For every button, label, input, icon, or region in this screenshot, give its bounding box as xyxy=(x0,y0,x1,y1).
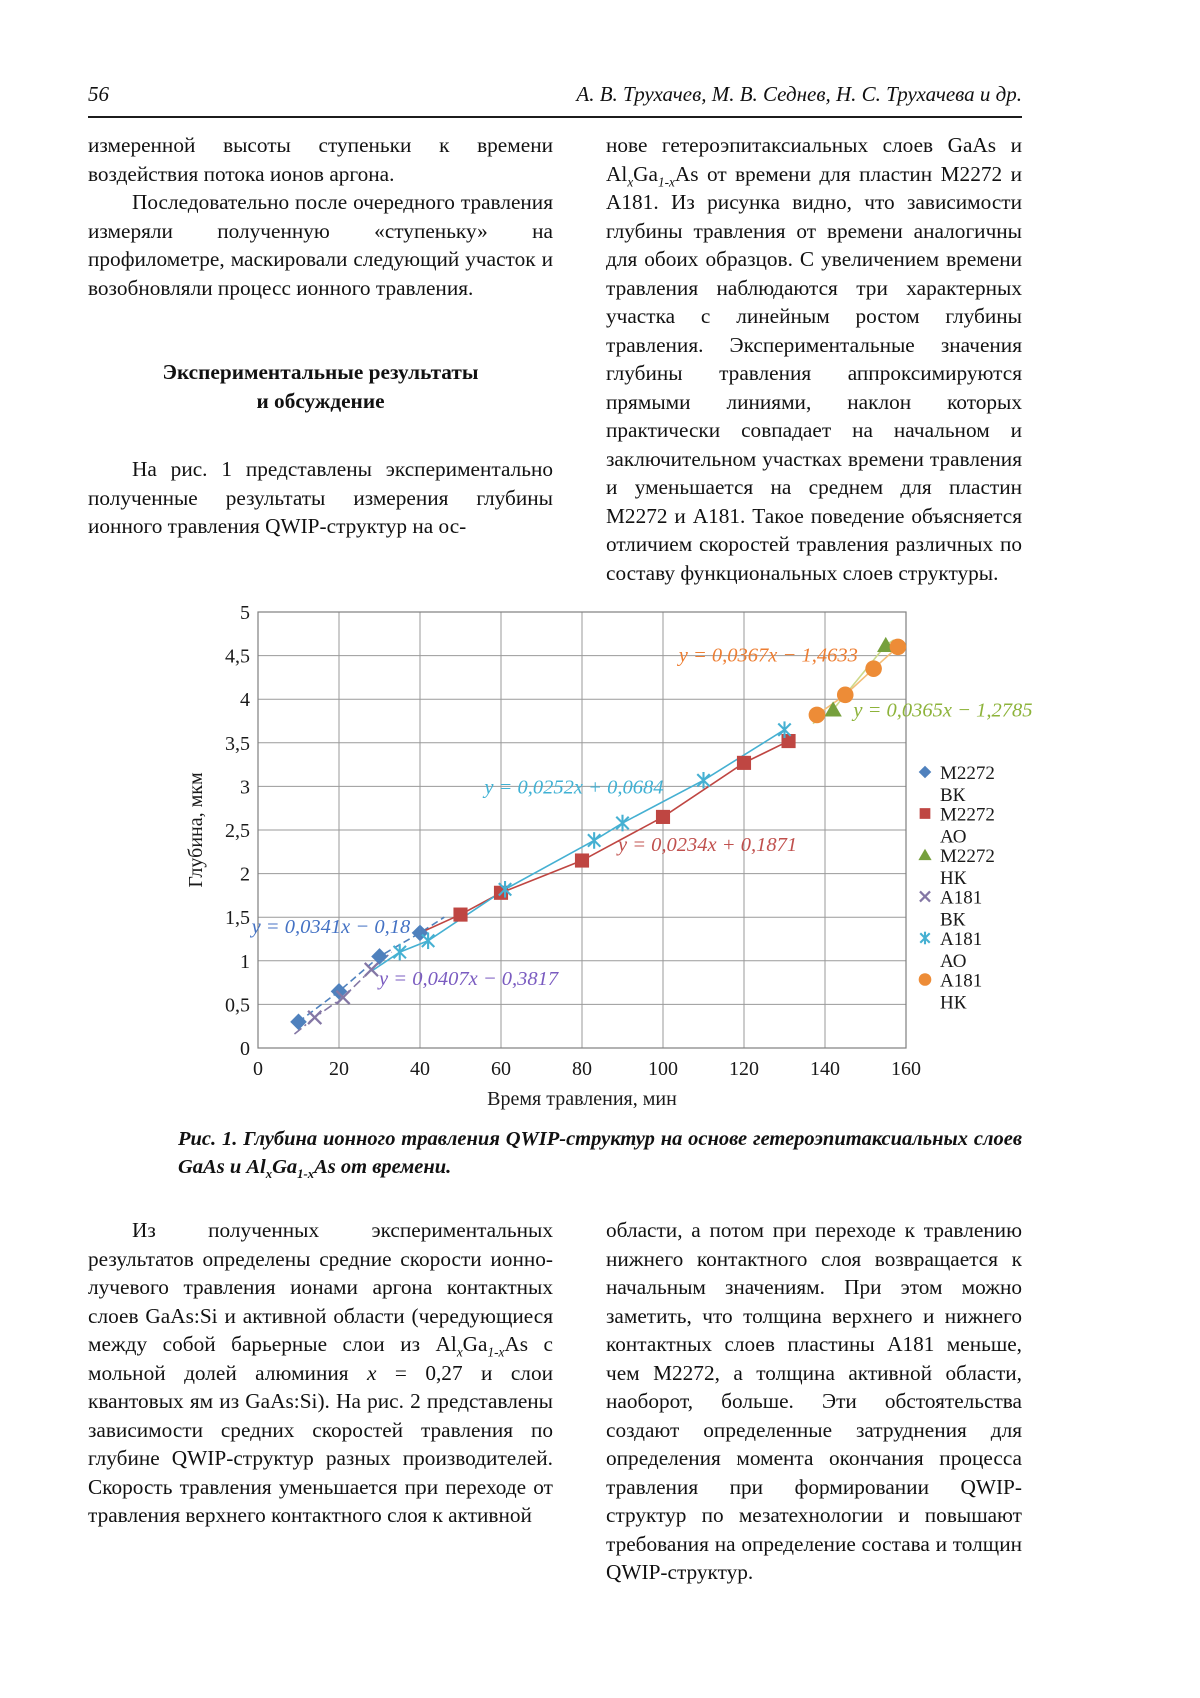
svg-text:0: 0 xyxy=(240,1038,250,1060)
series-asterisk xyxy=(392,721,792,961)
svg-text:АО: АО xyxy=(940,827,967,848)
figure-caption: Рис. 1. Глубина ионного травления QWIP-с… xyxy=(178,1128,1022,1181)
formula-subscript: x xyxy=(627,173,634,189)
formula-subscript: 1-x xyxy=(487,1344,505,1360)
paragraph: нове гетероэпитаксиальных слоев GaAs и A… xyxy=(606,133,1022,585)
svg-text:5: 5 xyxy=(240,602,250,624)
paragraph: На рис. 1 представлены экспериментально … xyxy=(88,457,553,538)
legend-entry xyxy=(919,890,931,903)
svg-text:4: 4 xyxy=(240,689,250,711)
svg-text:1: 1 xyxy=(240,951,250,973)
math-variable: x xyxy=(366,1360,377,1385)
formula-subscript: x xyxy=(265,1166,273,1181)
paragraph: измеренной высоты ступеньки к времени во… xyxy=(88,133,553,186)
series-xcross xyxy=(307,962,379,1025)
svg-text:120: 120 xyxy=(729,1058,759,1080)
svg-text:0: 0 xyxy=(253,1058,263,1080)
paragraph: Последовательно после очередного травлен… xyxy=(88,190,553,300)
svg-text:60: 60 xyxy=(491,1058,511,1080)
paragraph: Из полученных экспериментальных результа… xyxy=(88,1218,553,1527)
svg-text:2,5: 2,5 xyxy=(225,820,250,842)
formula-subscript: 1-x xyxy=(297,1166,315,1181)
svg-text:Время травления, мин: Время травления, мин xyxy=(487,1088,677,1110)
section-heading: Экспериментальные результаты и обсуждени… xyxy=(88,358,553,415)
svg-text:20: 20 xyxy=(329,1058,349,1080)
svg-text:НК: НК xyxy=(940,993,967,1014)
legend-entry xyxy=(918,765,932,779)
svg-text:ВК: ВК xyxy=(940,910,966,931)
series-circle xyxy=(808,638,907,724)
svg-text:y = 0,0252x + 0,0684: y = 0,0252x + 0,0684 xyxy=(482,776,663,798)
legend-entry xyxy=(919,808,931,819)
legend-entry xyxy=(919,931,931,945)
svg-text:НК: НК xyxy=(940,868,967,889)
series-diamond xyxy=(290,924,429,1031)
svg-text:ВК: ВК xyxy=(940,785,966,806)
running-head-authors: А. В. Трухачев, М. В. Седнев, Н. С. Трух… xyxy=(576,82,1022,106)
svg-text:М2272: М2272 xyxy=(940,846,995,867)
paragraph: области, а потом при переходе к травлени… xyxy=(606,1218,1022,1584)
svg-text:4,5: 4,5 xyxy=(225,646,250,668)
svg-text:3,5: 3,5 xyxy=(225,733,250,755)
heading-line-2: и обсуждение xyxy=(256,388,385,413)
heading-line-1: Экспериментальные результаты xyxy=(162,360,479,384)
svg-text:АО: АО xyxy=(940,951,967,972)
svg-text:А181: А181 xyxy=(940,929,982,950)
left-column-bottom: Из полученных экспериментальных результа… xyxy=(88,1216,553,1530)
left-column-top: измеренной высоты ступеньки к времени во… xyxy=(88,131,553,541)
svg-text:y = 0,0234x + 0,1871: y = 0,0234x + 0,1871 xyxy=(616,834,797,856)
svg-text:Глубина, мкм: Глубина, мкм xyxy=(185,772,207,888)
legend-entry xyxy=(918,848,932,861)
svg-text:100: 100 xyxy=(648,1058,678,1080)
svg-text:160: 160 xyxy=(891,1058,921,1080)
svg-text:1,5: 1,5 xyxy=(225,907,250,929)
svg-text:А181: А181 xyxy=(940,888,982,909)
svg-text:y = 0,0341x − 0,18: y = 0,0341x − 0,18 xyxy=(250,916,411,938)
svg-text:3: 3 xyxy=(240,776,250,798)
svg-text:140: 140 xyxy=(810,1058,840,1080)
svg-text:0,5: 0,5 xyxy=(225,994,250,1016)
formula-subscript: 1-x xyxy=(658,173,675,189)
svg-text:y = 0,0367x − 1,4633: y = 0,0367x − 1,4633 xyxy=(677,645,858,667)
svg-text:y = 0,0365x − 1,2785: y = 0,0365x − 1,2785 xyxy=(851,700,1032,722)
svg-text:А181: А181 xyxy=(940,971,982,992)
figure-1-etch-depth-chart: 0 20 40 60 80 100 120 140 160 0 0,5 1 1,5 2 2,5 3 3,5 4 4,… xyxy=(185,602,1032,1110)
svg-text:2: 2 xyxy=(240,864,250,886)
right-column-bottom: области, а потом при переходе к травлени… xyxy=(606,1216,1022,1587)
header-rule xyxy=(88,116,1022,118)
svg-text:М2272: М2272 xyxy=(940,805,995,826)
page-number: 56 xyxy=(88,82,109,106)
formula-subscript: x xyxy=(456,1344,463,1360)
svg-text:40: 40 xyxy=(410,1058,430,1080)
svg-text:М2272: М2272 xyxy=(940,763,995,784)
legend-entry xyxy=(918,973,932,986)
svg-text:y = 0,0407x − 0,3817: y = 0,0407x − 0,3817 xyxy=(377,968,559,990)
svg-text:80: 80 xyxy=(572,1058,592,1080)
right-column-top: нове гетероэпитаксиальных слоев GaAs и A… xyxy=(606,131,1022,587)
